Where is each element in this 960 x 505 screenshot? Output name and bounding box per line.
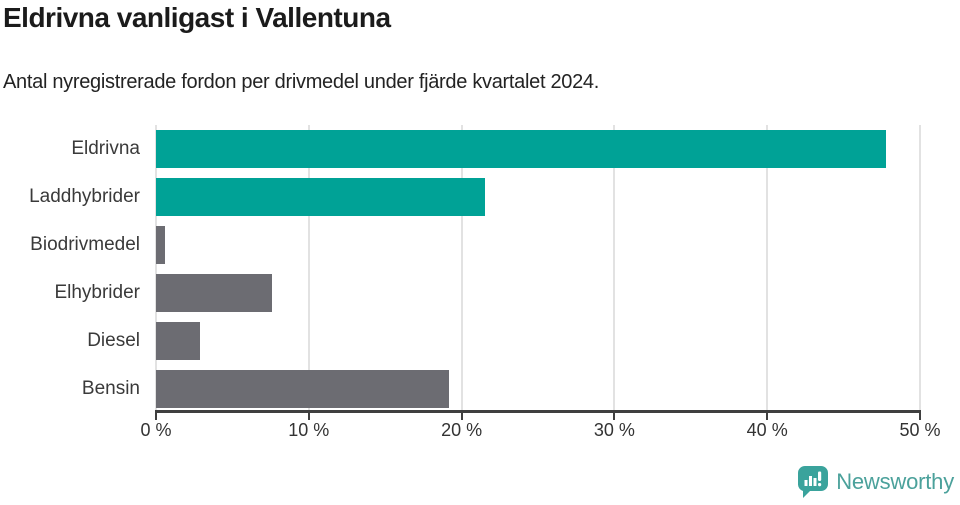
- gridline-40: [766, 125, 769, 410]
- brand-footer: Newsworthy: [798, 465, 954, 499]
- x-axis-ticks: [155, 413, 921, 421]
- x-tick-50: [919, 413, 921, 420]
- x-tick-30: [613, 413, 616, 420]
- bar-elhybrider: [156, 274, 273, 312]
- bar-eldrivna: [156, 130, 887, 168]
- chart-subtitle: Antal nyregistrerade fordon per drivmede…: [3, 71, 600, 93]
- gridline-50: [919, 125, 921, 410]
- x-tick-label-20: 20 %: [441, 420, 483, 440]
- gridline-10: [307, 125, 310, 410]
- bar-diesel: [156, 322, 201, 360]
- y-label-eldrivna: Eldrivna: [71, 138, 140, 159]
- y-label-laddhybrider: Laddhybrider: [29, 186, 140, 207]
- x-axis-line: [155, 410, 921, 413]
- x-tick-label-10: 10 %: [288, 420, 330, 440]
- x-axis-tick-labels: 0 % 10 % 20 % 30 % 40 % 50 %: [140, 420, 940, 444]
- y-label-elhybrider: Elhybrider: [54, 282, 140, 303]
- y-label-bensin: Bensin: [81, 378, 140, 399]
- plot-area: [155, 125, 921, 410]
- x-tick-label-0: 0 %: [140, 420, 172, 440]
- x-tick-label-50: 50 %: [899, 420, 941, 440]
- gridline-20: [460, 125, 463, 410]
- newsworthy-logo-icon: [798, 465, 829, 498]
- chart-title: Eldrivna vanligast i Vallentuna: [3, 2, 391, 33]
- gridline-30: [613, 125, 616, 410]
- y-label-biodrivmedel: Biodrivmedel: [30, 234, 140, 255]
- x-tick-40: [766, 413, 769, 420]
- y-label-diesel: Diesel: [87, 330, 140, 351]
- bar-biodrivmedel: [156, 226, 166, 264]
- brand-name: Newsworthy: [836, 469, 954, 494]
- x-tick-10: [307, 413, 310, 420]
- bar-bensin: [156, 370, 450, 408]
- y-axis-labels: Eldrivna Laddhybrider Biodrivmedel Elhybrid…: [0, 125, 148, 410]
- gridline-0: [155, 125, 157, 410]
- bar-laddhybrider: [156, 178, 485, 216]
- x-tick-label-40: 40 %: [746, 420, 788, 440]
- x-tick-label-30: 30 %: [593, 420, 635, 440]
- x-tick-20: [460, 413, 463, 420]
- x-tick-0: [155, 413, 157, 420]
